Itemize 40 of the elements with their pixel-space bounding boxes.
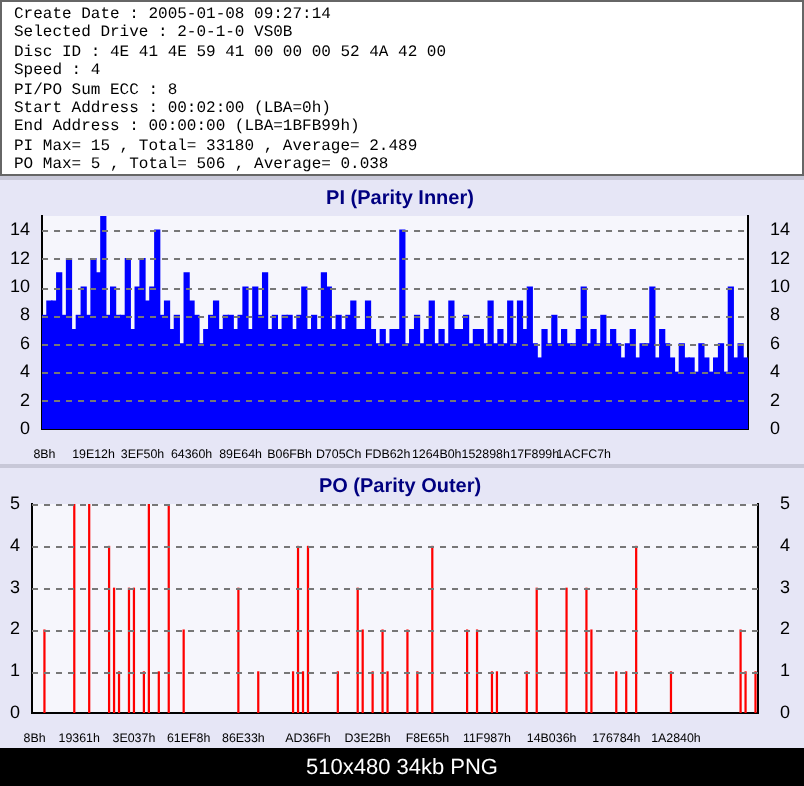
y2-tick-label: 6 [769,332,781,353]
y-tick-label: 0 [9,702,21,723]
y-tick-label: 12 [9,247,31,268]
text: End Address : 00:00:00 (LBA=1BFB99h) [14,118,362,138]
y2-tick-label: 3 [779,576,791,597]
y2-tick-label: 12 [769,247,791,268]
chart-title: PO (Parity Outer) [318,475,482,498]
text: Start Address : 00:02:00 (LBA=0h) [14,100,331,119]
y-tick-label: 2 [19,389,31,410]
y2-tick-label: 2 [769,389,781,410]
y2-tick-label: 0 [769,418,781,439]
y2-tick-label: 2 [779,618,791,639]
text: PI/PO Sum ECC : 8 [14,81,180,100]
y-tick-label: 3 [9,576,21,597]
y-tick-label: 14 [9,219,31,240]
y2-tick-label: 5 [779,492,791,513]
y2-tick-label: 4 [779,534,791,555]
text: PI Max= 15 , Total= 33180 , Average= 2.489 [14,137,420,156]
y2-tick-label: 14 [769,219,791,240]
y-tick-label: 1 [9,660,21,681]
y2-tick-label: 4 [769,361,781,382]
text: Create Date : 2005-01-08 09:27:14 [14,6,333,24]
text: PO Max= 5 , Total= 506 , Average= 0.038 [14,156,391,176]
text: Disc ID : 4E 41 4E 59 41 00 00 00 52 4A 42 00 [14,43,449,62]
y-tick-label: 4 [9,534,21,555]
text: Speed : 4 [14,62,103,82]
y-tick-label: 4 [19,361,31,382]
y-tick-label: 10 [9,276,31,297]
y-tick-label: 6 [19,332,31,353]
y2-tick-label: 10 [769,276,791,297]
y-tick-label: 5 [9,492,21,513]
y-tick-label: 0 [19,418,31,439]
y-tick-label: 8 [19,304,31,325]
y2-tick-label: 8 [769,304,781,325]
y2-tick-label: 1 [779,660,791,681]
y-tick-label: 2 [9,618,21,639]
y2-tick-label: 0 [779,702,791,723]
text: 510x480 34kb PNG [0,748,804,786]
text: Selected Drive : 2-0-1-0 VS0B [14,24,295,44]
chart-title: PI (Parity Inner) [326,187,474,210]
